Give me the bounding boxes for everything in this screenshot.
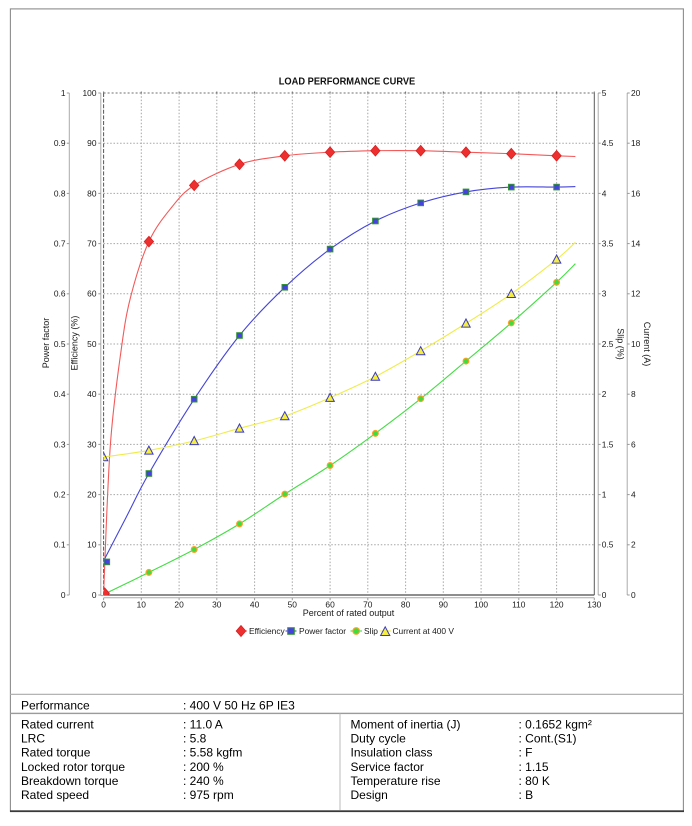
svg-text:0: 0 <box>101 600 106 610</box>
svg-text:Design: Design <box>351 788 388 802</box>
svg-text:20: 20 <box>87 490 97 500</box>
svg-text:6: 6 <box>631 439 636 449</box>
svg-text:0: 0 <box>602 590 607 600</box>
svg-text:Insulation class: Insulation class <box>351 746 433 760</box>
svg-text:Efficiency (%): Efficiency (%) <box>70 316 80 371</box>
svg-text:: 80 K: : 80 K <box>519 774 550 788</box>
svg-text:Locked rotor torque: Locked rotor torque <box>21 760 125 774</box>
svg-text:: 240 %: : 240 % <box>183 774 224 788</box>
svg-text:Current (A): Current (A) <box>642 322 652 367</box>
svg-text:1: 1 <box>602 490 607 500</box>
svg-text:Breakdown torque: Breakdown torque <box>21 774 119 788</box>
svg-text:10: 10 <box>87 540 97 550</box>
svg-text:80: 80 <box>87 188 97 198</box>
svg-text:50: 50 <box>87 339 97 349</box>
svg-text:Power factor: Power factor <box>299 626 346 636</box>
svg-text:90: 90 <box>87 138 97 148</box>
svg-text:: 0.1652 kgm²: : 0.1652 kgm² <box>519 717 592 731</box>
svg-text:: 200 %: : 200 % <box>183 760 224 774</box>
svg-text:50: 50 <box>288 600 298 610</box>
svg-text:40: 40 <box>250 600 260 610</box>
svg-text:Service factor: Service factor <box>351 760 424 774</box>
svg-text:0.3: 0.3 <box>54 439 66 449</box>
svg-text:Slip: Slip <box>364 626 378 636</box>
svg-text:: 400 V 50 Hz 6P IE3: : 400 V 50 Hz 6P IE3 <box>183 698 295 712</box>
svg-text:16: 16 <box>631 188 641 198</box>
svg-text:0.5: 0.5 <box>54 339 66 349</box>
svg-text:Current at 400 V: Current at 400 V <box>393 626 455 636</box>
svg-text:Efficiency: Efficiency <box>249 626 286 636</box>
svg-text:: 1.15: : 1.15 <box>519 760 549 774</box>
svg-text:Temperature rise: Temperature rise <box>351 774 441 788</box>
svg-text:: 11.0 A: : 11.0 A <box>183 717 223 731</box>
svg-text:1.5: 1.5 <box>602 439 614 449</box>
svg-text:: 5.58 kgfm: : 5.58 kgfm <box>183 746 242 760</box>
svg-text:0.1: 0.1 <box>54 540 66 550</box>
svg-text:Rated torque: Rated torque <box>21 746 91 760</box>
svg-text:100: 100 <box>474 600 488 610</box>
svg-text:130: 130 <box>587 600 601 610</box>
svg-text:0.2: 0.2 <box>54 490 66 500</box>
svg-text:Duty cycle: Duty cycle <box>351 732 407 746</box>
svg-text:120: 120 <box>550 600 564 610</box>
svg-text:2: 2 <box>631 540 636 550</box>
svg-text:: F: : F <box>519 746 533 760</box>
svg-text:8: 8 <box>631 389 636 399</box>
svg-text:Rated speed: Rated speed <box>21 788 89 802</box>
svg-text:0.8: 0.8 <box>54 188 66 198</box>
svg-text:Moment of inertia (J): Moment of inertia (J) <box>351 717 461 731</box>
svg-text:2: 2 <box>602 389 607 399</box>
svg-text:0.4: 0.4 <box>54 389 66 399</box>
svg-text:10: 10 <box>631 339 641 349</box>
svg-text:4: 4 <box>631 490 636 500</box>
svg-text:LRC: LRC <box>21 732 45 746</box>
svg-text:Performance: Performance <box>21 698 90 712</box>
svg-text:0: 0 <box>631 590 636 600</box>
svg-text:60: 60 <box>325 600 335 610</box>
svg-text:Power factor: Power factor <box>41 318 51 369</box>
svg-text:20: 20 <box>174 600 184 610</box>
svg-text:1: 1 <box>61 88 66 98</box>
svg-text:0.9: 0.9 <box>54 138 66 148</box>
svg-text:14: 14 <box>631 239 641 249</box>
svg-text:40: 40 <box>87 389 97 399</box>
svg-text:Rated current: Rated current <box>21 717 94 731</box>
svg-text:0: 0 <box>61 590 66 600</box>
svg-text:20: 20 <box>631 88 641 98</box>
svg-text:10: 10 <box>137 600 147 610</box>
svg-text:60: 60 <box>87 289 97 299</box>
svg-text:3: 3 <box>602 289 607 299</box>
svg-text:3.5: 3.5 <box>602 239 614 249</box>
svg-text:5: 5 <box>602 88 607 98</box>
svg-text:30: 30 <box>212 600 222 610</box>
svg-text:: 975 rpm: : 975 rpm <box>183 788 234 802</box>
svg-text:Slip (%): Slip (%) <box>615 328 625 360</box>
svg-text:90: 90 <box>439 600 449 610</box>
svg-text:70: 70 <box>363 600 373 610</box>
svg-text:4.5: 4.5 <box>602 138 614 148</box>
svg-text:0.6: 0.6 <box>54 289 66 299</box>
svg-text:0: 0 <box>92 590 97 600</box>
svg-text:30: 30 <box>87 439 97 449</box>
svg-text:4: 4 <box>602 188 607 198</box>
svg-text:LOAD PERFORMANCE CURVE: LOAD PERFORMANCE CURVE <box>279 77 416 88</box>
svg-text:18: 18 <box>631 138 641 148</box>
svg-text:80: 80 <box>401 600 411 610</box>
svg-text:100: 100 <box>83 88 97 98</box>
svg-text:0.7: 0.7 <box>54 239 66 249</box>
svg-text:70: 70 <box>87 239 97 249</box>
svg-text:: Cont.(S1): : Cont.(S1) <box>519 732 577 746</box>
svg-text:110: 110 <box>512 600 526 610</box>
svg-text:: 5.8: : 5.8 <box>183 732 207 746</box>
svg-text:: B: : B <box>519 788 534 802</box>
svg-text:12: 12 <box>631 289 641 299</box>
svg-text:2.5: 2.5 <box>602 339 614 349</box>
svg-text:Percent of rated output: Percent of rated output <box>303 608 395 618</box>
svg-text:0.5: 0.5 <box>602 540 614 550</box>
